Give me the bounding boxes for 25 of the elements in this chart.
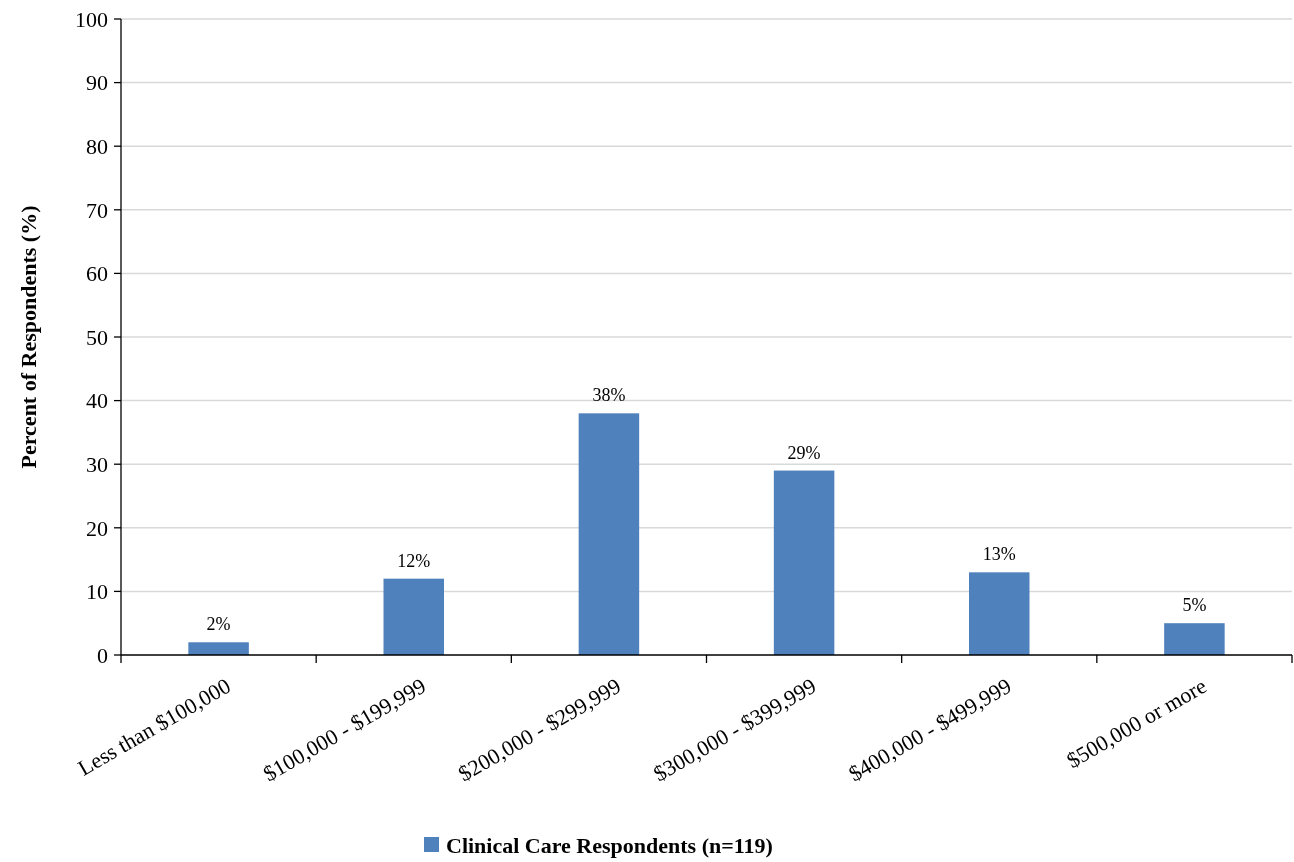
y-tick-label: 30 — [86, 451, 108, 477]
data-label: 38% — [592, 385, 626, 406]
data-label: 12% — [397, 550, 431, 571]
y-tick-label: 10 — [86, 579, 108, 605]
bar — [578, 413, 640, 655]
data-label: 5% — [1182, 595, 1207, 616]
y-tick-label: 20 — [86, 515, 108, 541]
y-tick-label: 70 — [86, 197, 108, 223]
data-label: 29% — [787, 442, 821, 463]
legend-label: Clinical Care Respondents (n=119) — [446, 832, 773, 858]
y-axis-title: Percent of Respondents (%) — [16, 205, 41, 469]
y-tick-label: 0 — [97, 642, 108, 668]
y-tick-label: 80 — [86, 133, 108, 159]
bar — [383, 578, 444, 655]
y-tick-label: 40 — [86, 388, 108, 414]
data-label: 13% — [982, 544, 1016, 565]
bar — [1164, 623, 1225, 655]
data-label: 2% — [206, 614, 231, 635]
y-tick-label: 60 — [86, 261, 108, 287]
bar — [188, 642, 249, 655]
bar — [969, 572, 1030, 655]
y-tick-label: 50 — [86, 324, 108, 350]
y-tick-label: 90 — [86, 70, 108, 96]
bar — [773, 470, 835, 655]
y-tick-label: 100 — [75, 6, 108, 32]
